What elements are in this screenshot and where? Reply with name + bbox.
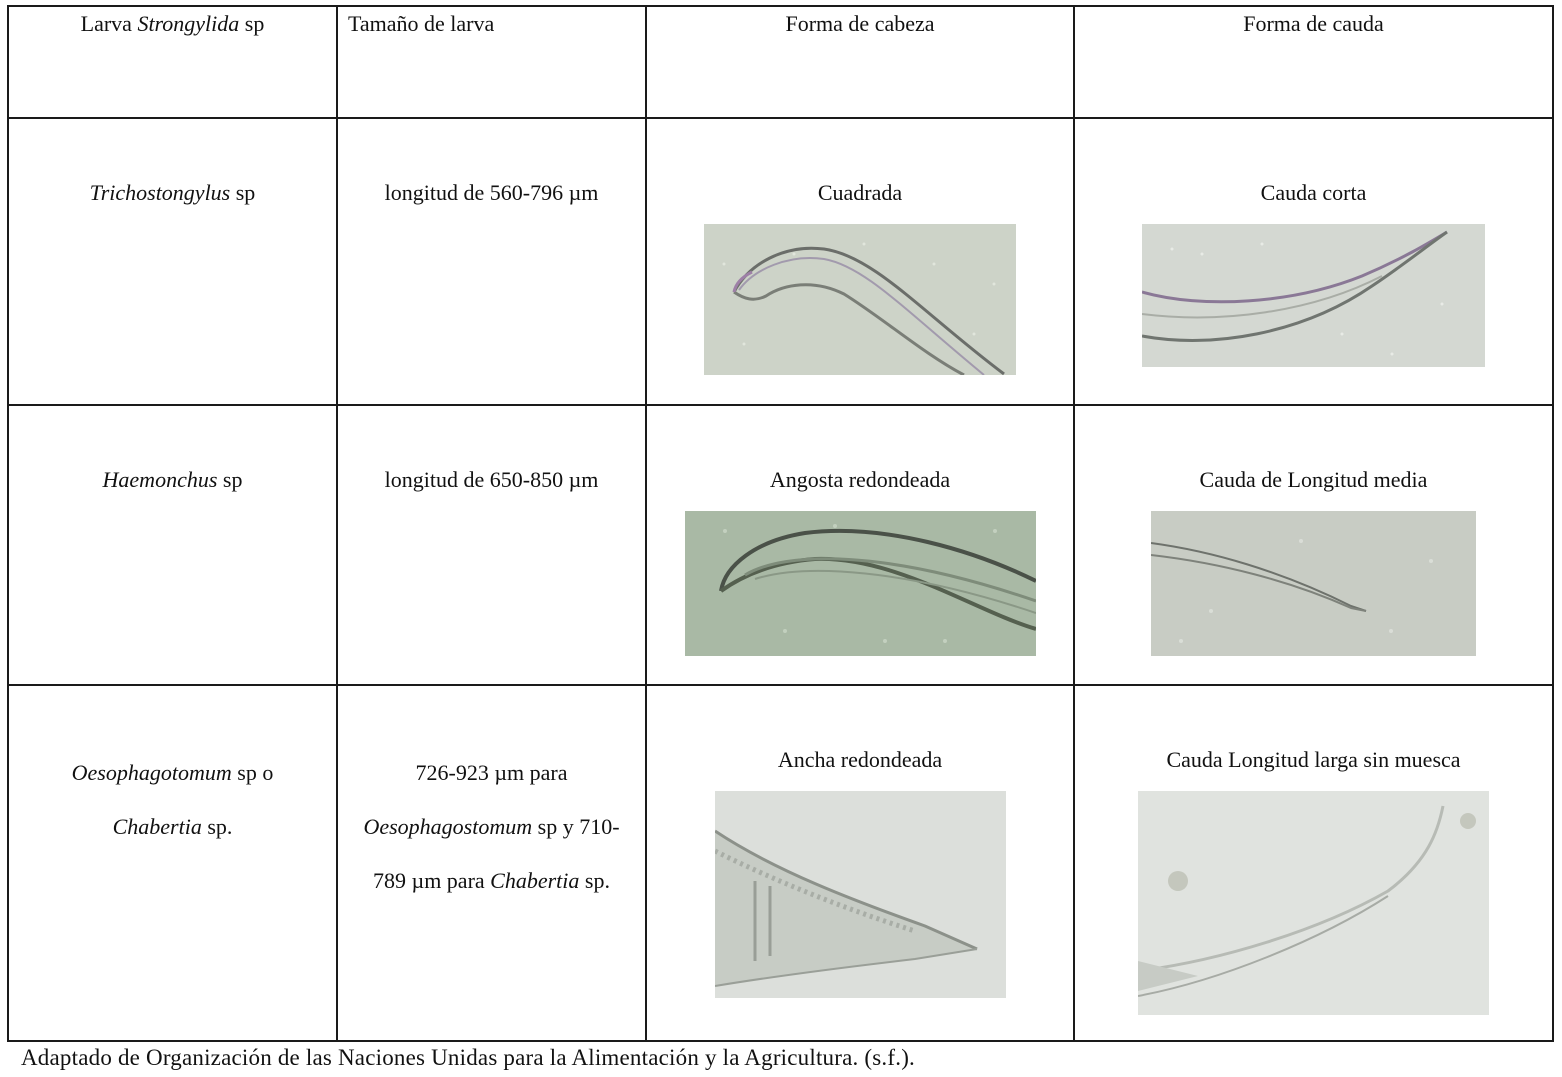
- tail-shape-label: Cauda Longitud larga sin muesca: [1075, 686, 1552, 774]
- larvae-table: Larva Strongylida sp Tamaño de larva For…: [7, 5, 1554, 1042]
- head-micrograph: [685, 511, 1036, 656]
- head-shape-label: Cuadrada: [647, 119, 1073, 207]
- table-row: Oesophagotomum sp o Chabertia sp. 726-92…: [8, 685, 1553, 1041]
- tail-shape-label: Cauda de Longitud media: [1075, 406, 1552, 494]
- head-cell: Ancha redondeada: [646, 685, 1074, 1041]
- header-cell-head: Forma de cabeza: [646, 6, 1074, 118]
- species-suffix: sp o: [237, 760, 273, 785]
- header-size: Tamaño de larva: [338, 7, 645, 37]
- size-text: longitud de 650-850 µm: [338, 406, 645, 494]
- header-larva-prefix: Larva: [81, 11, 132, 36]
- tail-micrograph: [1138, 791, 1489, 1015]
- tail-cell: Cauda corta: [1074, 118, 1553, 405]
- species-suffix-alt: sp.: [207, 814, 232, 839]
- header-cell-tail: Forma de cauda: [1074, 6, 1553, 118]
- species-cell: Trichostongylus sp: [8, 118, 337, 405]
- head-micrograph: [704, 224, 1016, 375]
- header-larva-genus: Strongylida: [137, 11, 239, 36]
- size-cell: longitud de 650-850 µm: [337, 405, 646, 685]
- head-shape-label: Ancha redondeada: [647, 686, 1073, 774]
- species-genus: Trichostongylus: [90, 180, 231, 205]
- species-genus-alt: Chabertia: [113, 814, 202, 839]
- size-cell: longitud de 560-796 µm: [337, 118, 646, 405]
- size-genus2: Chabertia: [490, 868, 579, 893]
- tail-shape-label: Cauda corta: [1075, 119, 1552, 207]
- tail-cell: Cauda de Longitud media: [1074, 405, 1553, 685]
- source-caption: Adaptado de Organización de las Naciones…: [21, 1045, 915, 1071]
- header-cell-size: Tamaño de larva: [337, 6, 646, 118]
- species-cell: Oesophagotomum sp o Chabertia sp.: [8, 685, 337, 1041]
- size-genus1: Oesophagostomum: [363, 814, 532, 839]
- head-micrograph: [715, 791, 1006, 998]
- tail-cell: Cauda Longitud larga sin muesca: [1074, 685, 1553, 1041]
- header-row: Larva Strongylida sp Tamaño de larva For…: [8, 6, 1553, 118]
- table-row: Haemonchus sp longitud de 650-850 µm Ang…: [8, 405, 1553, 685]
- header-head: Forma de cabeza: [647, 7, 1073, 37]
- header-cell-larva: Larva Strongylida sp: [8, 6, 337, 118]
- size-text: longitud de 560-796 µm: [338, 119, 645, 207]
- tail-micrograph: [1142, 224, 1485, 367]
- size-text-mid: sp y 710-: [538, 814, 620, 839]
- tail-micrograph: [1151, 511, 1476, 656]
- size-text-end: sp.: [585, 868, 610, 893]
- size-text-pre2: 789 µm para: [373, 868, 485, 893]
- species-cell: Haemonchus sp: [8, 405, 337, 685]
- species-genus: Haemonchus: [103, 467, 218, 492]
- species-suffix: sp: [223, 467, 243, 492]
- table-row: Trichostongylus sp longitud de 560-796 µ…: [8, 118, 1553, 405]
- head-cell: Angosta redondeada: [646, 405, 1074, 685]
- header-tail: Forma de cauda: [1075, 7, 1552, 37]
- size-cell: 726-923 µm para Oesophagostomum sp y 710…: [337, 685, 646, 1041]
- species-suffix: sp: [236, 180, 256, 205]
- head-cell: Cuadrada: [646, 118, 1074, 405]
- species-genus: Oesophagotomum: [72, 760, 232, 785]
- size-text-line1: 726-923 µm para: [338, 746, 645, 800]
- header-larva-suffix: sp: [245, 11, 265, 36]
- head-shape-label: Angosta redondeada: [647, 406, 1073, 494]
